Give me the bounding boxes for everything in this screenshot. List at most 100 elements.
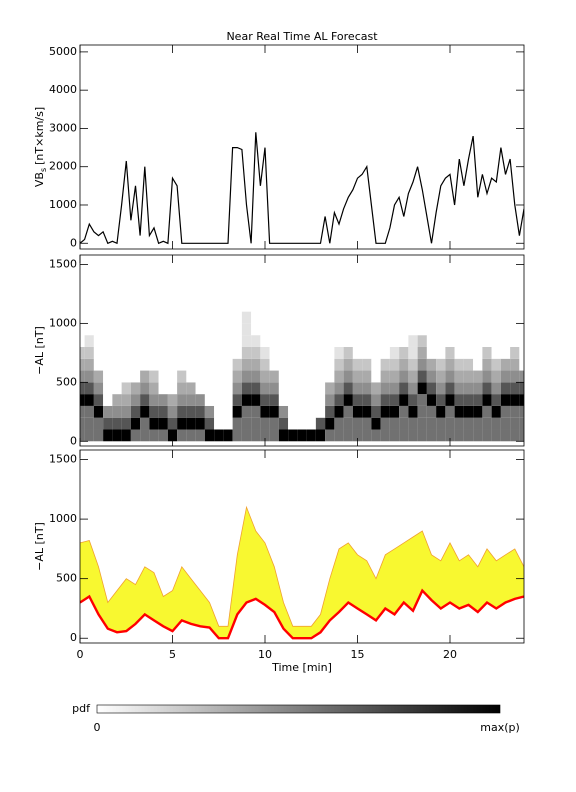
pdf-cell (80, 323, 85, 336)
pdf-cell (306, 429, 316, 442)
pdf-cell (352, 370, 363, 383)
pdf-cell (84, 370, 94, 383)
pdf-cell (315, 429, 326, 442)
pdf-cell (454, 335, 464, 347)
pdf-cell (306, 394, 316, 406)
pdf-cell (140, 417, 150, 430)
pdf-cell (473, 417, 483, 430)
pdf-cell (473, 323, 483, 336)
pdf-cell (399, 311, 409, 324)
pdf-cell (260, 382, 270, 395)
pdf-cell (510, 382, 520, 395)
pdf-cell (325, 323, 335, 336)
pdf-cell (463, 417, 474, 430)
pdf-cell (362, 417, 372, 430)
pdf-cell (167, 358, 178, 371)
pdf-cell (149, 323, 159, 336)
pdf-cell (362, 370, 372, 383)
y-tick-label: 500 (56, 375, 77, 388)
pdf-cell (482, 358, 492, 371)
pdf-cell (251, 335, 261, 347)
pdf-cell (149, 311, 159, 324)
pdf-cell (408, 335, 418, 347)
pdf-cell (510, 311, 520, 324)
pdf-cell (84, 346, 94, 359)
pdf-cell (288, 346, 298, 359)
pdf-cell (195, 370, 205, 383)
pdf-cell (80, 394, 85, 406)
pdf-cell (177, 323, 187, 336)
pdf-cell (500, 382, 511, 395)
pdf-cell (112, 358, 122, 371)
pdf-cell (399, 394, 409, 406)
pdf-cell (352, 405, 363, 418)
pdf-cell (334, 311, 344, 324)
y-axis-label: −AL [nT] (33, 522, 46, 571)
pdf-cell (140, 405, 150, 418)
pdf-cell (140, 382, 150, 395)
pdf-cell (103, 346, 113, 359)
pdf-cell (80, 382, 85, 395)
pdf-cell (195, 382, 205, 395)
pdf-cell (130, 405, 141, 418)
pdf-cell (241, 417, 252, 430)
pdf-cell (158, 417, 168, 430)
pdf-cell (80, 417, 85, 430)
pdf-cell (510, 370, 520, 383)
plot-area (80, 299, 524, 442)
pdf-cell (186, 394, 196, 406)
pdf-cell (223, 346, 233, 359)
pdf-cell (380, 429, 390, 442)
pdf-cell (121, 299, 131, 312)
pdf-cell (130, 323, 141, 336)
pdf-cell (491, 299, 501, 312)
pdf-cell (380, 382, 390, 395)
pdf-cell (297, 335, 307, 347)
pdf-cell (112, 335, 122, 347)
pdf-cell (288, 299, 298, 312)
pdf-cell (186, 299, 196, 312)
pdf-cell (112, 311, 122, 324)
pdf-cell (269, 311, 279, 324)
y-tick-label: 1500 (49, 453, 77, 466)
pdf-cell (177, 429, 187, 442)
pdf-cell (315, 323, 326, 336)
pdf-cell (158, 299, 168, 312)
pdf-cell (186, 417, 196, 430)
y-tick-label: 0 (70, 236, 77, 249)
pdf-cell (380, 311, 390, 324)
pdf-cell (214, 429, 224, 442)
pdf-cell (223, 370, 233, 383)
pdf-cell (519, 370, 524, 383)
pdf-cell (186, 311, 196, 324)
pdf-cell (463, 311, 474, 324)
pdf-cell (130, 335, 141, 347)
pdf-cell (103, 299, 113, 312)
pdf-cell (343, 299, 353, 312)
pdf-cell (325, 394, 335, 406)
pdf-cell (306, 311, 316, 324)
pdf-cell (158, 382, 168, 395)
pdf-cell (269, 429, 279, 442)
pdf-cell (167, 299, 178, 312)
pdf-cell (500, 394, 511, 406)
pdf-cell (334, 370, 344, 383)
pdf-cell (269, 323, 279, 336)
y-label-unit: [nT×km/s] (33, 107, 46, 165)
pdf-cell (380, 405, 390, 418)
pdf-cell (223, 299, 233, 312)
y-axis-label: −AL [nT] (33, 326, 46, 375)
pdf-cell (436, 335, 446, 347)
pdf-cell (214, 405, 224, 418)
pdf-cell (112, 346, 122, 359)
pdf-cell (352, 394, 363, 406)
pdf-cell (352, 358, 363, 371)
pdf-cell (93, 299, 104, 312)
pdf-cell (445, 382, 455, 395)
pdf-cell (436, 394, 446, 406)
pdf-cell (315, 370, 326, 383)
pdf-cell (426, 323, 437, 336)
pdf-cell (241, 429, 252, 442)
pdf-cell (214, 370, 224, 383)
pdf-cell (371, 311, 381, 324)
